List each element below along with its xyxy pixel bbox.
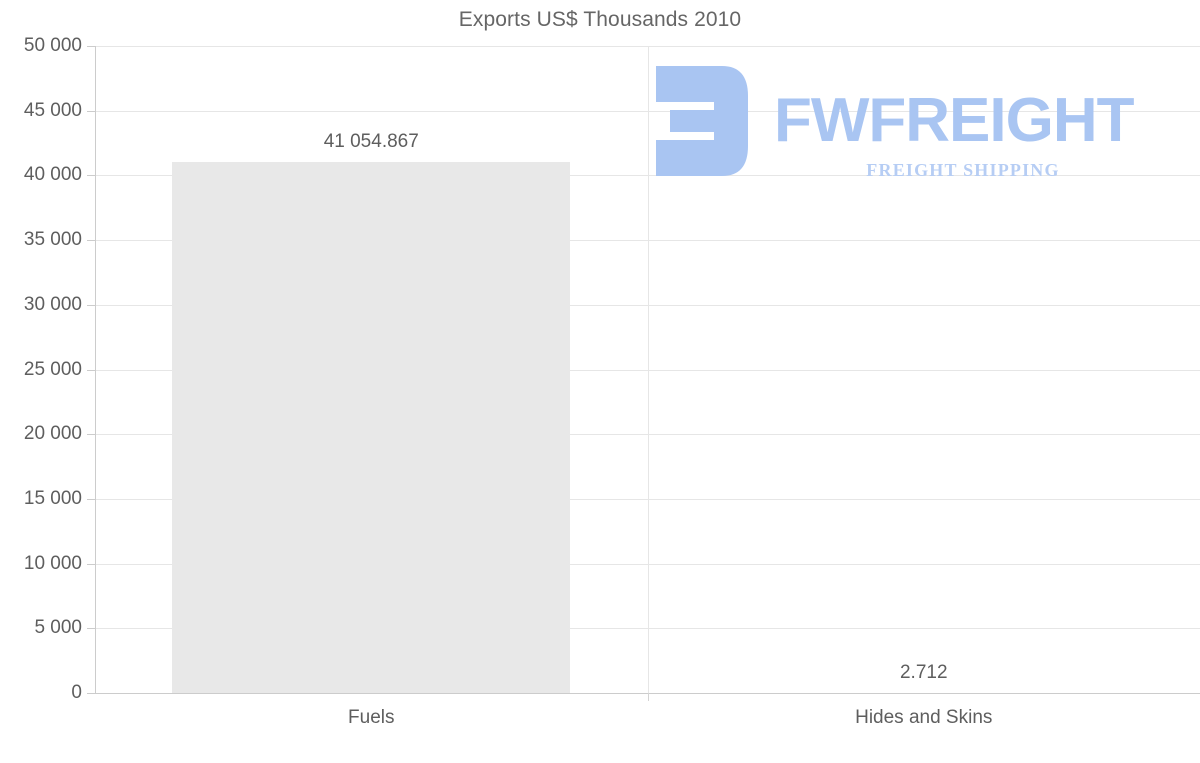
y-axis-tick	[87, 46, 95, 47]
y-axis-tick	[87, 175, 95, 177]
y-axis-tick	[87, 693, 95, 694]
bar-value-label: 2.712	[899, 661, 948, 683]
y-axis-tick	[87, 434, 95, 436]
chart-title: Exports US$ Thousands 2010	[458, 8, 742, 31]
y-axis-tick-label: 0	[71, 682, 82, 703]
y-axis-tick-label: 10 000	[23, 552, 82, 574]
gridline-vertical	[647, 46, 649, 693]
y-axis-tick-label: 25 000	[23, 358, 82, 380]
y-axis-line	[95, 46, 96, 694]
y-axis-tick-label: 35 000	[23, 229, 82, 251]
x-axis-category-label: Fuels	[348, 707, 395, 728]
x-axis-category-label: Hides and Skins	[855, 707, 993, 728]
y-axis-tick	[87, 110, 95, 112]
bar-value-label: 41 054.867	[323, 130, 419, 152]
y-axis-tick	[87, 240, 95, 242]
y-axis-tick-label: 15 000	[23, 487, 82, 509]
y-axis-tick	[87, 498, 95, 500]
y-axis-tick	[87, 628, 95, 630]
y-axis-tick-label: 5 000	[34, 617, 82, 639]
y-axis-tick-label: 45 000	[23, 99, 82, 121]
y-axis-tick	[87, 304, 95, 306]
y-axis-tick-label: 30 000	[23, 293, 82, 315]
plot-area	[95, 46, 1200, 693]
y-axis-tick-label: 50 000	[23, 35, 82, 56]
x-axis-tick	[647, 693, 649, 701]
y-axis-tick	[87, 369, 95, 371]
y-axis-tick-label: 20 000	[23, 423, 82, 445]
y-axis-tick-label: 40 000	[23, 164, 82, 186]
y-axis-tick	[87, 563, 95, 565]
bar[interactable]	[172, 161, 571, 693]
